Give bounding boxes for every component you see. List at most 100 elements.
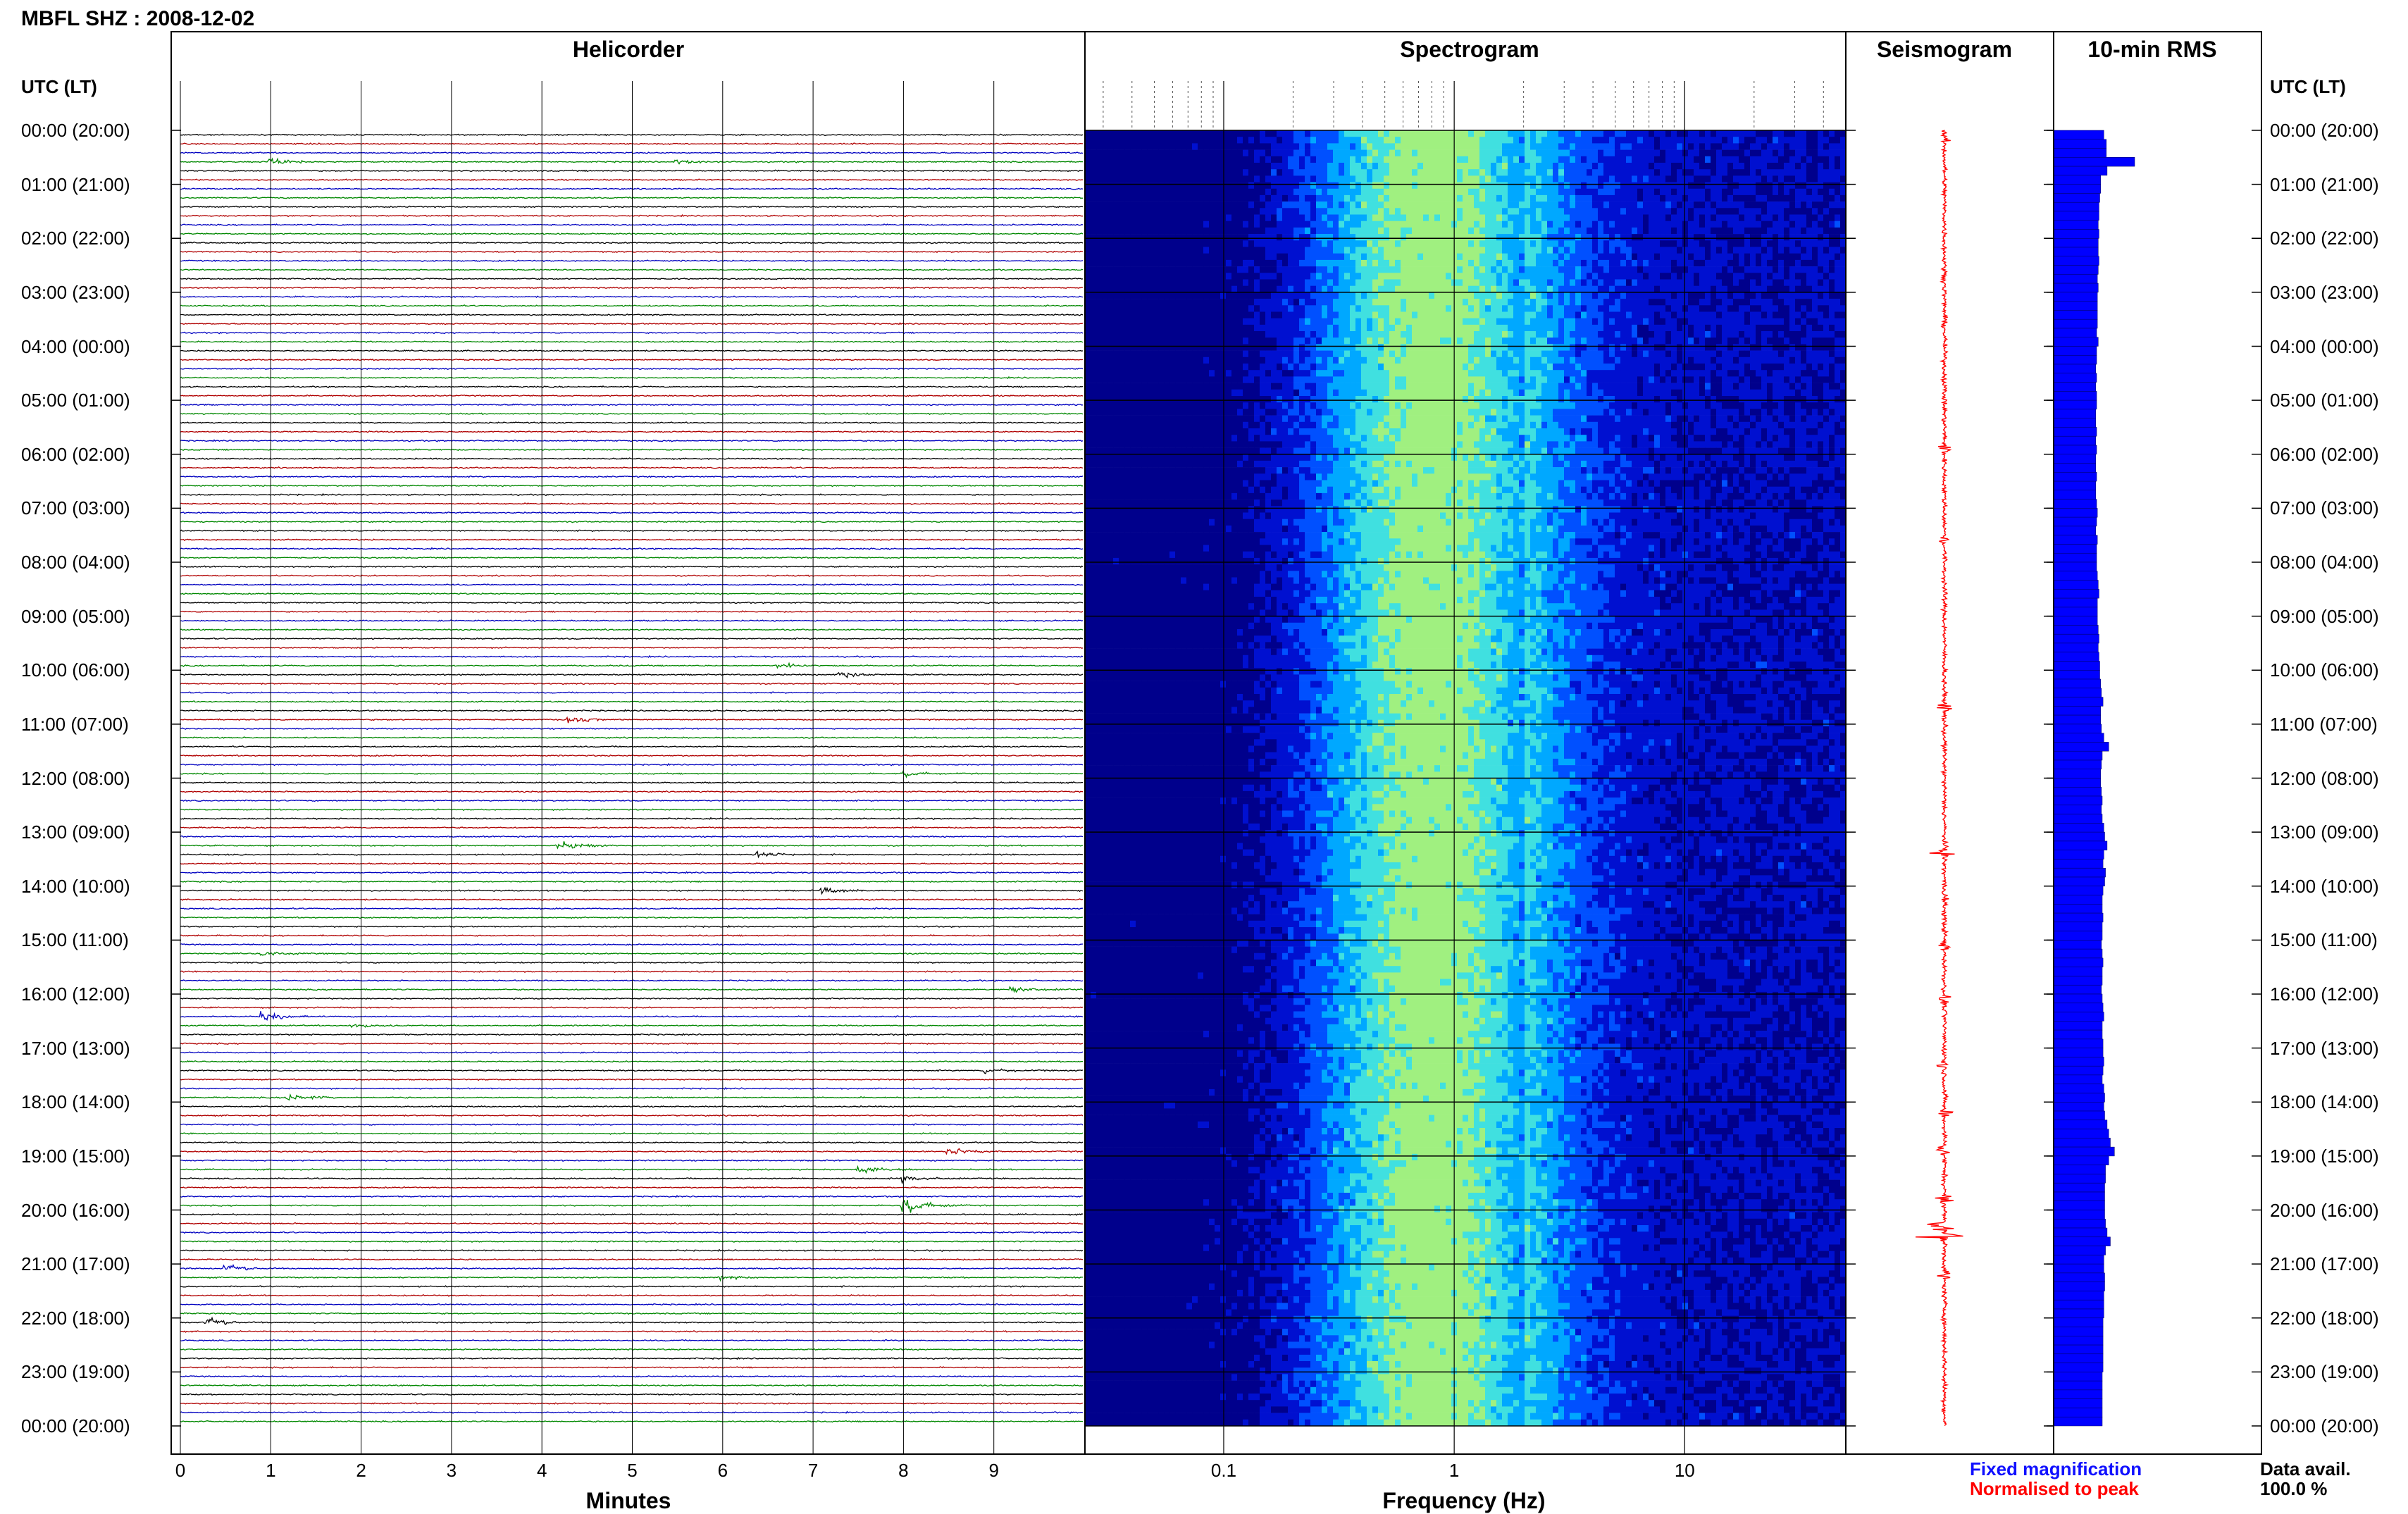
- spectrogram-cell: [1164, 1031, 1170, 1038]
- spectrogram-cell: [1113, 441, 1119, 448]
- spectrogram-cell: [1130, 492, 1136, 500]
- spectrogram-cell: [1164, 875, 1170, 882]
- spectrogram-cell: [1136, 344, 1142, 351]
- spectrogram-cell: [1198, 597, 1204, 604]
- spectrogram-cell: [1164, 1419, 1170, 1427]
- spectrogram-cell: [1141, 1173, 1148, 1180]
- spectrogram-cell: [1169, 324, 1176, 332]
- spectrogram-cell: [1102, 1315, 1108, 1323]
- spectrogram-cell: [1169, 1218, 1176, 1226]
- spectrogram-cell: [1192, 662, 1198, 669]
- spectrogram-cell: [1203, 979, 1210, 986]
- spectrogram-cell: [1085, 1386, 1091, 1394]
- spectrogram-cell: [1113, 500, 1119, 507]
- spectrogram-cell: [1203, 557, 1210, 565]
- helicorder-trace-row: [180, 986, 1084, 993]
- spectrogram-cell: [1096, 512, 1103, 519]
- spectrogram-cell: [1119, 259, 1125, 267]
- spectrogram-cell: [1198, 221, 1204, 228]
- spectrogram-cell: [1102, 279, 1108, 286]
- helicorder-trace-row: [180, 961, 1084, 964]
- spectrogram-cell: [1153, 1400, 1159, 1407]
- spectrogram-cell: [1096, 590, 1103, 597]
- spectrogram-cell: [1136, 940, 1142, 947]
- helicorder-trace-row: [180, 646, 1084, 650]
- helicorder-trace-row: [180, 943, 1084, 946]
- helicorder-trace-row: [180, 1011, 1084, 1022]
- spectrogram-cell: [1102, 953, 1108, 960]
- spectrogram-cell: [1085, 758, 1091, 766]
- spectrogram-cell: [1164, 622, 1170, 630]
- helicorder-trace-row: [180, 1042, 1084, 1045]
- spectrogram-cell: [1215, 830, 1221, 837]
- spectrogram-cell: [1175, 311, 1181, 318]
- spectrogram-cell: [1096, 1303, 1103, 1310]
- spectrogram-cell: [1198, 356, 1204, 364]
- spectrogram-cell: [1169, 888, 1176, 895]
- spectrogram-cell: [1153, 1179, 1159, 1187]
- spectrogram-cell: [1209, 1031, 1215, 1038]
- spectrogram-cell: [1130, 512, 1136, 519]
- spectrogram-cell: [1186, 1413, 1193, 1420]
- spectrogram-cell: [1096, 175, 1103, 182]
- spectrogram-cell: [1119, 843, 1125, 850]
- spectrogram-cell: [1186, 726, 1193, 733]
- spectrogram-cell: [1215, 240, 1221, 247]
- spectrogram-cell: [1107, 771, 1114, 778]
- spectrogram-cell: [1209, 1043, 1215, 1050]
- spectrogram-cell: [1175, 609, 1181, 616]
- spectrogram-cell: [1136, 356, 1142, 364]
- spectrogram-cell: [1130, 1134, 1136, 1141]
- spectrogram-cell: [1198, 830, 1204, 837]
- spectrogram-cell: [1164, 182, 1170, 190]
- spectrogram-cell: [1164, 344, 1170, 351]
- spectrogram-cell: [1085, 421, 1091, 429]
- spectrogram-cell: [1119, 739, 1125, 746]
- spectrogram-cell: [1169, 804, 1176, 811]
- spectrogram-cell: [1085, 1056, 1091, 1064]
- spectrogram-cell: [1085, 480, 1091, 487]
- spectrogram-cell: [1215, 862, 1221, 869]
- spectrogram-cell: [1119, 234, 1125, 241]
- helicorder-trace-row: [180, 769, 1084, 778]
- spectrogram-cell: [1215, 681, 1221, 688]
- spectrogram-cell: [1153, 1386, 1159, 1394]
- spectrogram-cell: [1147, 557, 1153, 565]
- spectrogram-cell: [1124, 1017, 1131, 1025]
- spectrogram-cell: [1147, 914, 1153, 922]
- spectrogram-cell: [1130, 1406, 1136, 1413]
- spectrogram-cell: [1107, 895, 1114, 902]
- spectrogram-cell: [1181, 396, 1187, 403]
- spectrogram-cell: [1215, 383, 1221, 390]
- spectrogram-cell: [1107, 888, 1114, 895]
- spectrogram-cell: [1096, 895, 1103, 902]
- spectrogram-cell: [1164, 454, 1170, 461]
- spectrogram-cell: [1136, 350, 1142, 358]
- spectrogram-cell: [1107, 881, 1114, 889]
- spectrogram-cell: [1141, 979, 1148, 986]
- spectrogram-cell: [1198, 778, 1204, 785]
- spectrogram-cell: [1153, 415, 1159, 423]
- spectrogram-cell: [1102, 972, 1108, 979]
- spectrogram-cell: [1130, 500, 1136, 507]
- spectrogram-cell: [1209, 1251, 1215, 1258]
- spectrogram-cell: [1113, 1043, 1119, 1050]
- spectrogram-cell: [1209, 1374, 1215, 1381]
- spectrogram-cell: [1124, 862, 1131, 869]
- spectrogram-cell: [1198, 707, 1204, 714]
- spectrogram-cell: [1192, 337, 1198, 345]
- spectrogram-cell: [1153, 1121, 1159, 1129]
- spectrogram-cell: [1085, 292, 1091, 299]
- spectrogram-cell: [1107, 182, 1114, 190]
- spectrogram-cell: [1220, 428, 1227, 435]
- spectrogram-cell: [1147, 991, 1153, 999]
- spectrogram-cell: [1107, 998, 1114, 1005]
- spectrogram-cell: [1085, 1088, 1091, 1096]
- spectrogram-cell: [1141, 629, 1148, 636]
- spectrogram-cell: [1186, 299, 1193, 306]
- spectrogram-cell: [1192, 765, 1198, 772]
- spectrogram-cell: [1209, 519, 1215, 526]
- spectrogram-cell: [1215, 441, 1221, 448]
- spectrogram-cell: [1198, 972, 1204, 979]
- spectrogram-cell: [1215, 214, 1221, 221]
